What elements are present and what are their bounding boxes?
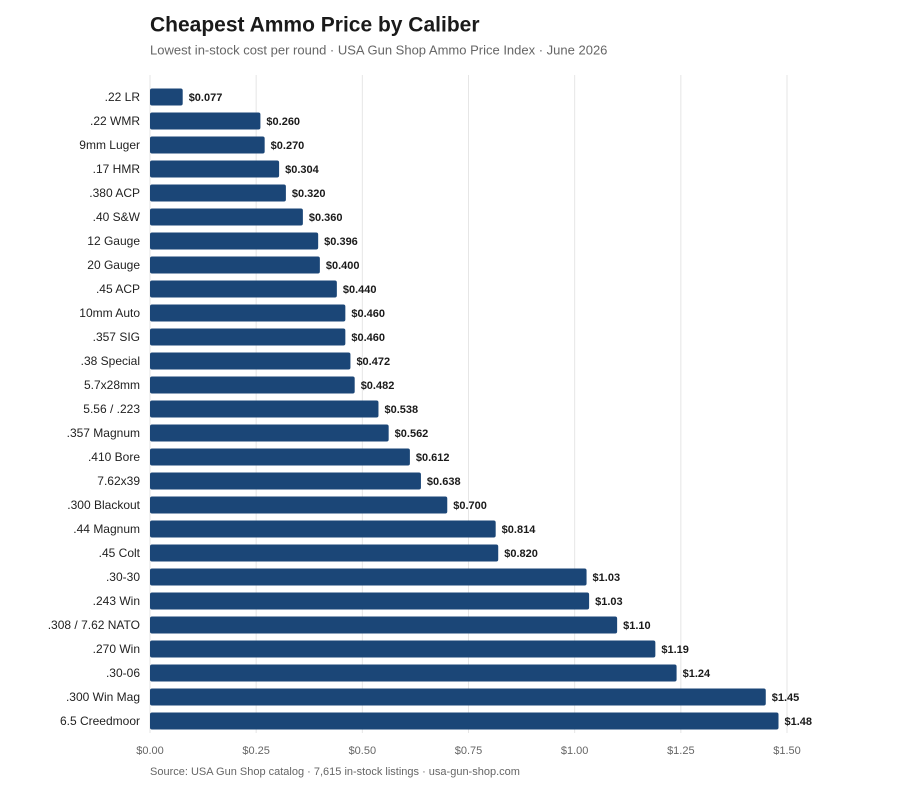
value-label: $0.440 (343, 284, 377, 296)
y-tick-label: .40 S&W (93, 210, 141, 224)
y-tick-label: 12 Gauge (87, 234, 140, 248)
bar (150, 352, 351, 370)
y-tick-label: .357 SIG (93, 330, 140, 344)
value-label: $0.638 (427, 476, 461, 488)
x-tick-label: $0.25 (242, 745, 270, 757)
value-label: $0.320 (292, 188, 326, 200)
value-label: $0.396 (324, 236, 358, 248)
value-label: $1.19 (661, 644, 689, 656)
x-tick-label: $0.75 (455, 745, 483, 757)
bar (150, 544, 499, 562)
y-tick-label: .38 Special (81, 354, 140, 368)
y-tick-label: .270 Win (93, 642, 140, 656)
y-tick-label: 5.56 / .223 (83, 402, 140, 416)
x-tick-label: $0.00 (136, 745, 164, 757)
value-label: $1.03 (593, 572, 621, 584)
y-tick-label: .380 ACP (89, 186, 140, 200)
y-tick-label: .30-06 (106, 666, 140, 680)
value-label: $1.03 (595, 596, 623, 608)
value-label: $0.270 (271, 140, 305, 152)
value-label: $1.10 (623, 620, 651, 632)
x-tick-label: $0.50 (349, 745, 377, 757)
bar (150, 304, 346, 322)
chart-title: Cheapest Ammo Price by Caliber (150, 14, 480, 37)
bar (150, 232, 319, 250)
bar (150, 592, 590, 610)
bar (150, 400, 379, 418)
bar (150, 472, 421, 490)
y-tick-label: 9mm Luger (79, 138, 140, 152)
bar (150, 424, 389, 442)
y-tick-label: .410 Bore (88, 450, 140, 464)
value-label: $0.260 (266, 116, 300, 128)
value-label: $0.612 (416, 452, 450, 464)
value-label: $0.700 (453, 500, 487, 512)
chart-subtitle: Lowest in-stock cost per round · USA Gun… (150, 42, 607, 57)
y-tick-label: .22 WMR (90, 114, 140, 128)
bar (150, 496, 448, 514)
x-tick-label: $1.25 (667, 745, 695, 757)
y-tick-label: 20 Gauge (87, 258, 140, 272)
y-tick-label: .22 LR (105, 90, 141, 104)
y-tick-label: .44 Magnum (73, 522, 140, 536)
y-tick-label: .300 Win Mag (66, 690, 140, 704)
value-label: $1.48 (785, 716, 813, 728)
y-tick-label: 6.5 Creedmoor (60, 714, 140, 728)
bar (150, 160, 280, 178)
bar (150, 448, 410, 466)
y-tick-label: .300 Blackout (67, 498, 140, 512)
bar (150, 640, 656, 658)
value-label: $0.400 (326, 260, 360, 272)
value-label: $0.562 (395, 428, 429, 440)
bar (150, 688, 766, 706)
y-tick-label: .45 ACP (96, 282, 140, 296)
value-label: $0.460 (351, 308, 385, 320)
y-tick-label: 7.62x39 (97, 474, 140, 488)
bar (150, 208, 303, 226)
value-label: $1.45 (772, 692, 800, 704)
bar (150, 328, 346, 346)
bar (150, 712, 779, 730)
value-label: $0.460 (351, 332, 385, 344)
bar (150, 664, 677, 682)
bar (150, 256, 320, 274)
y-tick-label: .17 HMR (93, 162, 141, 176)
y-tick-label: .30-30 (106, 570, 140, 584)
bar (150, 112, 261, 130)
bar (150, 184, 286, 202)
y-tick-label: .243 Win (93, 594, 140, 608)
bar (150, 88, 183, 106)
value-label: $0.538 (384, 404, 418, 416)
x-tick-label: $1.00 (561, 745, 589, 757)
x-tick-label: $1.50 (773, 745, 801, 757)
value-label: $0.820 (504, 548, 538, 560)
y-tick-label: .45 Colt (99, 546, 141, 560)
value-label: $1.24 (683, 668, 711, 680)
y-tick-label: .308 / 7.62 NATO (48, 618, 140, 632)
value-label: $0.482 (361, 380, 395, 392)
bar (150, 280, 337, 298)
value-label: $0.304 (285, 164, 320, 176)
bar (150, 136, 265, 154)
y-tick-label: 10mm Auto (79, 306, 140, 320)
value-label: $0.814 (502, 524, 537, 536)
value-label: $0.472 (356, 356, 390, 368)
value-label: $0.360 (309, 212, 343, 224)
bar (150, 520, 496, 538)
y-tick-label: 5.7x28mm (84, 378, 140, 392)
chart-source: Source: USA Gun Shop catalog · 7,615 in-… (150, 766, 520, 778)
bar (150, 568, 587, 586)
bar (150, 376, 355, 394)
y-tick-label: .357 Magnum (67, 426, 140, 440)
value-label: $0.077 (189, 92, 223, 104)
bar (150, 616, 618, 634)
